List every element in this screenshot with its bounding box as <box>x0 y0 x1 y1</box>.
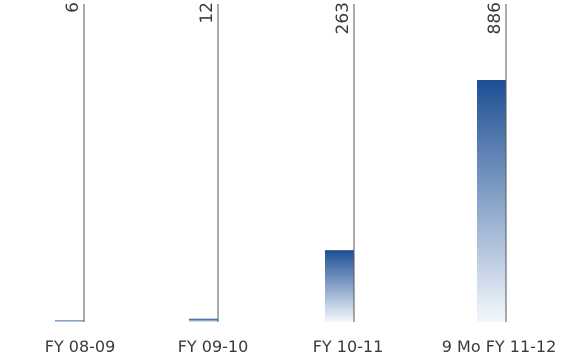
category-labels-group: FY 08-09 FY 09-10 FY 10-11 9 Mo FY 11-12 <box>45 337 557 356</box>
bar-3 <box>325 250 354 322</box>
value-label-3: 263 <box>333 2 353 34</box>
bar-1 <box>55 320 84 322</box>
bar-2 <box>189 318 218 322</box>
bars-group <box>55 80 506 322</box>
value-label-1: 6 <box>63 2 83 13</box>
leader-lines-group <box>83 4 507 322</box>
value-label-4: 886 <box>485 2 505 34</box>
bar-4 <box>477 80 506 322</box>
category-label-4: 9 Mo FY 11-12 <box>442 337 557 356</box>
value-labels-group: 6 12 263 886 <box>63 2 505 34</box>
category-label-2: FY 09-10 <box>178 337 249 356</box>
value-label-2: 12 <box>197 2 217 24</box>
category-label-1: FY 08-09 <box>45 337 116 356</box>
category-label-3: FY 10-11 <box>313 337 384 356</box>
